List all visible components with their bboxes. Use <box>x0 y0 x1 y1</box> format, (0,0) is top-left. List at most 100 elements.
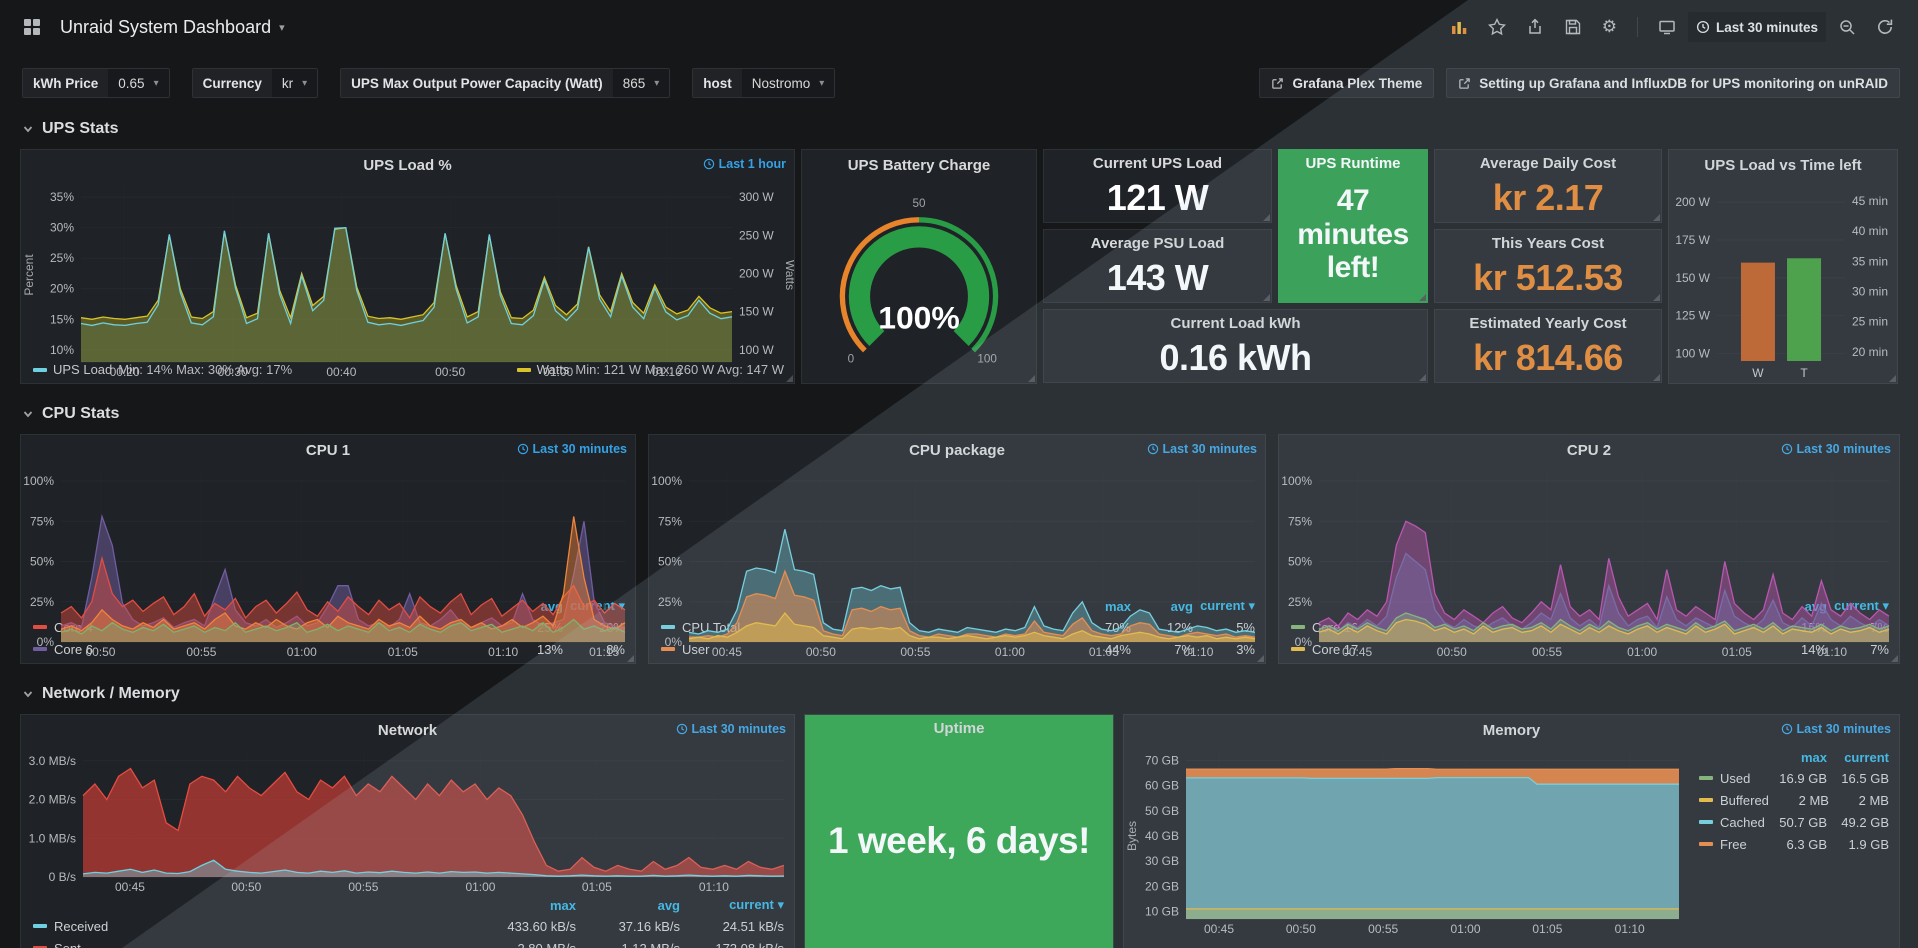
panel-header[interactable]: UPS Load vs Time left <box>1669 150 1897 180</box>
section-network-memory[interactable]: Network / Memory <box>22 682 1900 706</box>
battery-charge-gauge[interactable]: 0 50 100 100% <box>802 180 1036 383</box>
panel-header[interactable]: UPS Load % Last 1 hour <box>21 150 794 180</box>
svg-text:20%: 20% <box>50 282 74 296</box>
variable-value-dropdown[interactable]: kr ▾ <box>271 69 318 97</box>
variable-value-dropdown[interactable]: 865 ▾ <box>612 69 670 97</box>
chevron-down-icon <box>22 123 34 135</box>
network-legend[interactable]: max avg current ▾ Received 433.60 kB/s 37.16 … <box>21 895 794 948</box>
ups-load-time-left-chart[interactable]: 100 W 125 W 150 W 175 W 200 W 20 min 25 min 30 … <box>1669 180 1897 383</box>
time-range-label: Last 30 minutes <box>1715 19 1818 35</box>
variable-value-dropdown[interactable]: 0.65 ▾ <box>108 69 169 97</box>
svg-text:10%: 10% <box>50 343 74 357</box>
network-memory-row: Network Last 30 minutes 00:45 00:50 00:55 0… <box>20 714 1900 948</box>
section-cpu-stats[interactable]: CPU Stats <box>22 402 1900 426</box>
tv-mode-button[interactable] <box>1650 12 1684 42</box>
star-button[interactable] <box>1480 12 1514 42</box>
stat-title[interactable]: Current Load kWh <box>1170 315 1301 332</box>
cpu-package-chart[interactable]: 00:45 00:50 00:55 01:00 01:05 01:10 0% 25% 50% 75… <box>649 465 1265 659</box>
panel-header[interactable]: UPS Battery Charge <box>802 150 1036 180</box>
network-chart[interactable]: 00:45 00:50 00:55 01:00 01:05 01:10 0 B/s 1.0 M… <box>21 745 794 895</box>
panel-header[interactable]: CPU 1 Last 30 minutes <box>21 435 635 465</box>
panel-title[interactable]: Memory <box>1482 721 1541 739</box>
svg-text:00:45: 00:45 <box>1342 645 1372 659</box>
stat-title[interactable]: Estimated Yearly Cost <box>1469 315 1627 332</box>
cpu2-chart[interactable]: 00:45 00:50 00:55 01:00 01:05 01:10 0% 25% 50% 75… <box>1279 465 1899 659</box>
variable-value-dropdown[interactable]: Nostromo ▾ <box>741 69 835 97</box>
panel-title[interactable]: CPU 1 <box>305 441 351 459</box>
panel-average-daily-cost: Average Daily Cost kr 2.17 <box>1434 149 1662 223</box>
ups-load-chart[interactable]: 00:20 00:30 00:40 00:50 01:00 01:10 10% 15% 20% 2… <box>21 180 794 379</box>
svg-text:20 min: 20 min <box>1852 345 1888 359</box>
stat-title[interactable]: Current UPS Load <box>1092 155 1223 172</box>
legend-row[interactable]: Core 6 13% 8% <box>33 638 625 660</box>
variable-ups-max-output: UPS Max Output Power Capacity (Watt) 865… <box>340 68 671 98</box>
panel-header[interactable]: CPU package Last 30 minutes <box>649 435 1265 465</box>
legend-row[interactable]: Core 17 14% 7% <box>1291 638 1889 660</box>
svg-text:30 min: 30 min <box>1852 285 1888 299</box>
chevron-down-icon <box>22 408 34 420</box>
panel-current-ups-load: Current UPS Load 121 W <box>1043 149 1272 223</box>
legend-row[interactable]: Sent 2.80 MB/s 1.12 MB/s 172.08 kB/s <box>33 937 784 948</box>
legend-row[interactable]: Buffered 2 MB 2 MB <box>1699 789 1889 811</box>
time-range-button[interactable]: Last 30 minutes <box>1687 12 1826 42</box>
add-panel-button[interactable] <box>1442 12 1476 42</box>
legend-item[interactable]: Watts Min: 121 W Max: 260 W Avg: 147 W <box>516 362 784 377</box>
stat-value: 0.16 kWh <box>1159 337 1312 378</box>
caret-down-icon: ▾ <box>302 77 308 89</box>
memory-legend[interactable]: max current Used 16.9 GB 16.5 GB Buffered 2 MB… <box>1687 745 1899 937</box>
panel-header[interactable]: CPU 2 Last 30 minutes <box>1279 435 1899 465</box>
panel-title[interactable]: UPS Load % <box>363 156 452 174</box>
svg-text:00:55: 00:55 <box>1368 922 1398 936</box>
svg-text:45 min: 45 min <box>1852 194 1888 208</box>
svg-text:01:10: 01:10 <box>1183 645 1213 659</box>
panel-title[interactable]: CPU package <box>909 441 1005 459</box>
stat-title[interactable]: Uptime <box>933 720 985 737</box>
panel-title[interactable]: UPS Battery Charge <box>847 156 991 174</box>
legend-item[interactable]: UPS Load Min: 14% Max: 30% Avg: 17% <box>33 362 292 377</box>
legend-row[interactable]: Free 6.3 GB 1.9 GB <box>1699 833 1889 855</box>
panel-header[interactable]: Network Last 30 minutes <box>21 715 794 745</box>
stat-title[interactable]: UPS Runtime <box>1305 155 1401 172</box>
legend-header[interactable]: max current <box>1800 749 1889 765</box>
svg-text:01:00: 01:00 <box>465 880 495 894</box>
stat-value: 47 minutes left! <box>1297 184 1409 285</box>
refresh-button[interactable] <box>1868 12 1902 42</box>
memory-chart[interactable]: 00:45 00:50 00:55 01:00 01:05 01:10 10 GB 20 GB… <box>1124 745 1687 937</box>
svg-text:01:10: 01:10 <box>699 880 729 894</box>
zoom-out-button[interactable] <box>1830 12 1864 42</box>
panel-title[interactable]: Network <box>377 721 438 739</box>
legend-header[interactable]: max avg current ▾ <box>549 897 784 913</box>
cpu1-chart[interactable]: 00:50 00:55 01:00 01:05 01:10 01:15 0% 25% 50% 75… <box>21 465 635 659</box>
dashboard-title-dropdown[interactable]: Unraid System Dashboard ▾ <box>60 17 285 38</box>
panel-title[interactable]: CPU 2 <box>1566 441 1612 459</box>
panel-uptime: Uptime 1 week, 6 days! <box>804 714 1114 948</box>
ups-stat-grid: Current UPS Load 121 W UPS Runtime 47 mi… <box>1043 149 1428 384</box>
legend-row[interactable]: Cached 50.7 GB 49.2 GB <box>1699 811 1889 833</box>
legend-row[interactable]: Received 433.60 kB/s 37.16 kB/s 24.51 kB/s <box>33 915 784 937</box>
legend-row[interactable]: Used 16.9 GB 16.5 GB <box>1699 767 1889 789</box>
section-ups-stats[interactable]: UPS Stats <box>22 117 1900 141</box>
save-button[interactable] <box>1556 12 1590 42</box>
svg-text:50 GB: 50 GB <box>1145 804 1179 818</box>
share-button[interactable] <box>1518 12 1552 42</box>
svg-text:0%: 0% <box>37 635 55 649</box>
stat-value: kr 512.53 <box>1473 257 1623 298</box>
svg-text:00:55: 00:55 <box>186 645 216 659</box>
settings-button[interactable]: ⚙ <box>1594 12 1625 42</box>
svg-text:00:40: 00:40 <box>326 365 356 379</box>
dashboards-grid-icon[interactable] <box>16 13 48 41</box>
panel-title[interactable]: UPS Load vs Time left <box>1704 156 1862 174</box>
stat-title[interactable]: Average PSU Load <box>1090 235 1225 252</box>
link-grafana-plex-theme[interactable]: Grafana Plex Theme <box>1259 68 1435 98</box>
stat-title[interactable]: Average Daily Cost <box>1479 155 1617 172</box>
legend-row[interactable]: User 44% 7% 3% <box>661 638 1255 660</box>
panel-header[interactable]: Memory Last 30 minutes <box>1124 715 1899 745</box>
ups-load-legend[interactable]: UPS Load Min: 14% Max: 30% Avg: 17% Watts M… <box>21 359 794 383</box>
svg-text:125 W: 125 W <box>1675 309 1710 323</box>
svg-text:00:45: 00:45 <box>1204 922 1234 936</box>
stat-title[interactable]: This Years Cost <box>1491 235 1605 252</box>
link-grafana-influxdb-guide[interactable]: Setting up Grafana and InfluxDB for UPS … <box>1446 68 1900 98</box>
time-range-badge: Last 30 minutes <box>1147 442 1257 456</box>
caret-down-icon: ▾ <box>654 77 660 89</box>
